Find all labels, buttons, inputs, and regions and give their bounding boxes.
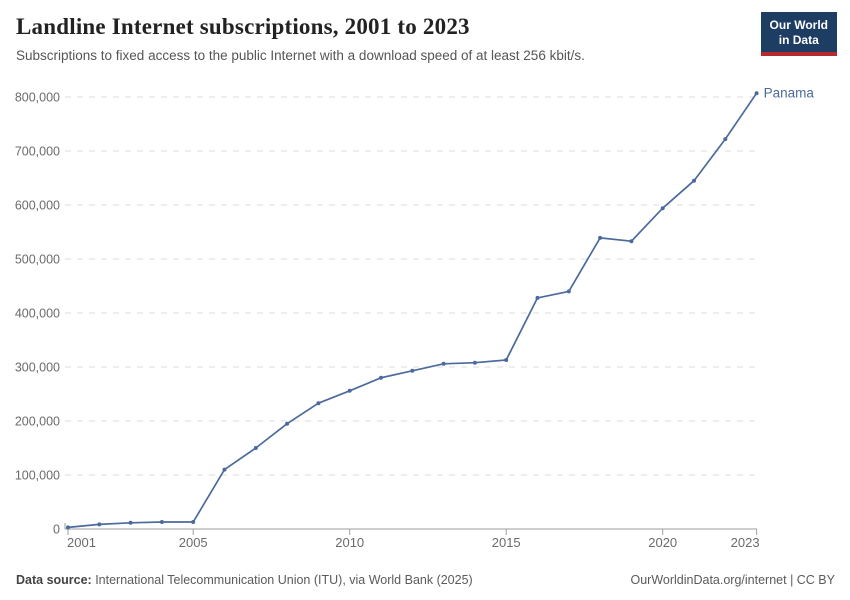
y-tick-label: 600,000 [15, 199, 60, 213]
footer-link[interactable]: OurWorldinData.org/internet | CC BY [630, 573, 836, 587]
y-tick-label: 300,000 [15, 361, 60, 375]
data-point [128, 520, 133, 525]
data-point [285, 421, 290, 426]
y-tick-label: 100,000 [15, 469, 60, 483]
x-tick-label: 2015 [492, 535, 521, 550]
y-tick-label: 200,000 [15, 415, 60, 429]
data-point [97, 522, 102, 527]
data-point [660, 206, 665, 211]
data-point [535, 295, 540, 300]
data-point [441, 361, 446, 366]
data-point [379, 375, 383, 380]
chart-footer: Data source: International Telecommunica… [16, 573, 835, 587]
owid-logo-line1: Our World [769, 18, 828, 32]
data-point [692, 178, 696, 183]
y-tick-label: 800,000 [15, 91, 60, 105]
data-source: Data source: International Telecommunica… [16, 573, 473, 587]
owid-logo[interactable]: Our World in Data [760, 12, 837, 56]
data-point [66, 525, 70, 530]
x-tick-label: 2023 [731, 535, 760, 550]
x-tick-label: 2020 [648, 535, 677, 550]
data-point [191, 520, 196, 524]
data-point [723, 137, 728, 142]
y-tick-label: 0 [53, 523, 60, 537]
data-point [316, 401, 321, 406]
data-point [410, 368, 415, 373]
chart-subtitle: Subscriptions to fixed access to the pub… [16, 47, 585, 63]
data-point [598, 235, 603, 240]
chart-title: Landline Internet subscriptions, 2001 to… [16, 14, 470, 39]
x-axis: 2001 2005 2010 2015 2020 2023 [64, 523, 760, 550]
y-axis-labels: 0 100,000 200,000 300,000 400,000 500,000 600,… [15, 91, 60, 537]
gridlines [65, 96, 755, 476]
data-point-markers[interactable] [66, 91, 759, 530]
y-tick-label: 400,000 [15, 307, 60, 321]
data-point [347, 388, 352, 393]
data-point [222, 467, 227, 472]
chart-header: Landline Internet subscriptions, 2001 to… [0, 0, 850, 64]
owid-logo-line2: in Data [778, 33, 819, 47]
x-tick-label: 2005 [179, 535, 208, 550]
y-tick-label: 500,000 [15, 253, 60, 267]
line-chart[interactable]: 0 100,000 200,000 300,000 400,000 500,000 600,… [0, 80, 850, 555]
x-tick-label: 2001 [67, 535, 96, 550]
y-tick-label: 700,000 [15, 145, 60, 159]
data-point [472, 360, 477, 365]
data-line-panama[interactable] [67, 92, 758, 529]
data-source-text: International Telecommunication Union (I… [91, 573, 473, 587]
data-point [159, 520, 164, 524]
series-label-panama[interactable]: Panama [764, 86, 815, 101]
data-point [566, 289, 571, 294]
data-point [629, 239, 634, 244]
data-point [754, 91, 759, 96]
data-source-label: Data source: [16, 573, 92, 587]
data-point [504, 358, 509, 362]
data-point [253, 446, 258, 450]
x-tick-label: 2010 [335, 535, 364, 550]
